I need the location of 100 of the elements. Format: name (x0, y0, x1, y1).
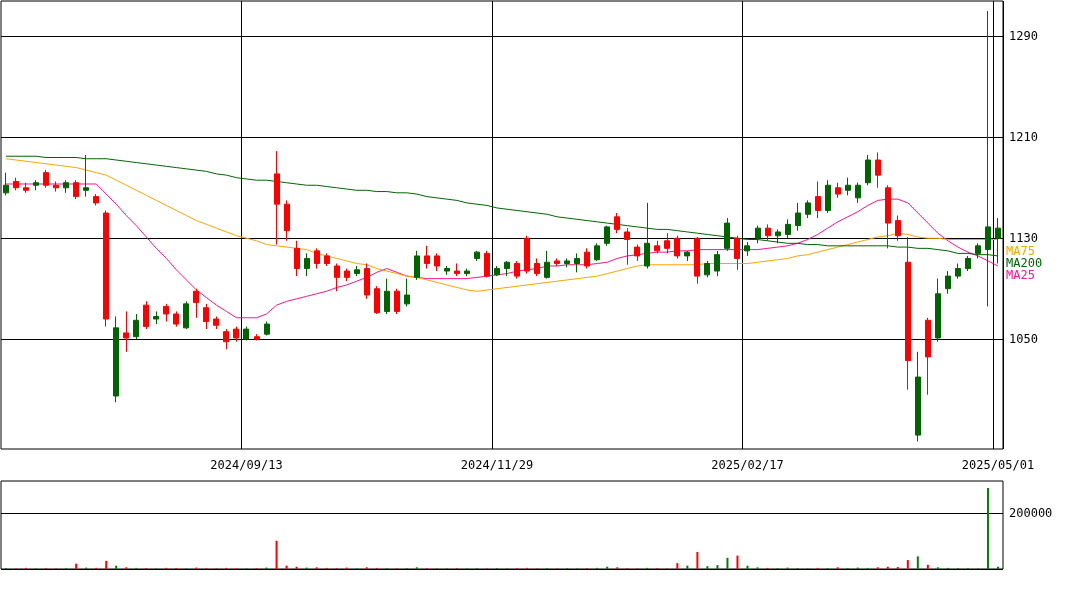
bar (275, 540, 278, 569)
candlestick (394, 288, 400, 315)
candlestick (885, 184, 891, 249)
candlestick (925, 317, 931, 396)
candlestick (744, 241, 750, 257)
candlestick (795, 202, 801, 232)
y-tick-label: 200000 (1009, 506, 1053, 521)
candlestick (374, 285, 380, 315)
candlestick (704, 260, 710, 278)
candlestick (544, 250, 550, 280)
candlestick (434, 252, 440, 272)
candlestick (33, 179, 39, 191)
bar (676, 563, 679, 569)
candlestick (805, 199, 811, 219)
candlestick (13, 177, 19, 191)
candlestick (354, 265, 360, 277)
candlestick (684, 250, 690, 262)
bar (716, 565, 719, 569)
candlestick (835, 182, 841, 199)
candlestick (815, 180, 821, 219)
candlestick (855, 182, 861, 204)
candlestick (755, 225, 761, 244)
candlestick (524, 235, 530, 275)
x-tick-label: 2024/09/13 (210, 458, 283, 472)
bar (75, 563, 78, 569)
bar (916, 556, 919, 569)
bar (105, 560, 108, 569)
candlestick (384, 278, 390, 315)
bar (906, 560, 909, 569)
bar (606, 566, 609, 569)
candlestick (664, 232, 670, 254)
candlestick (193, 288, 199, 319)
candlestick (344, 268, 350, 282)
y-tick-label: 1290 (1009, 29, 1038, 44)
candlestick (163, 303, 169, 323)
candlestick (414, 250, 420, 281)
candlestick (444, 265, 450, 276)
candlestick (765, 223, 771, 242)
candlestick (554, 257, 560, 267)
bar (295, 566, 298, 569)
candlestick (314, 247, 320, 270)
candlestick (304, 252, 310, 277)
bar (706, 566, 709, 569)
bar (926, 564, 929, 569)
line-series (5, 158, 999, 292)
candlestick (845, 177, 851, 196)
candlestick (945, 270, 951, 295)
candlestick (153, 310, 159, 325)
candlestick (604, 225, 610, 247)
candlestick (424, 245, 430, 270)
candlestick (233, 326, 239, 343)
candlestick (294, 240, 300, 277)
candlestick (243, 326, 249, 341)
candlestick (734, 235, 740, 271)
candlestick (484, 250, 490, 278)
candlestick (223, 328, 229, 350)
candlestick (103, 209, 109, 328)
candlestick (464, 268, 470, 277)
candlestick (43, 169, 49, 189)
candlestick (404, 278, 410, 307)
candlestick (254, 333, 260, 341)
y-tick-label: 1130 (1009, 231, 1038, 246)
bar (986, 487, 989, 569)
candlestick (173, 310, 179, 328)
candlestick (624, 227, 630, 266)
candlestick (775, 228, 781, 244)
candlestick (143, 300, 149, 330)
candlestick (364, 262, 370, 300)
candlestick (875, 151, 881, 189)
candlestick (474, 250, 480, 262)
candlestick (284, 199, 290, 242)
candlestick (785, 218, 791, 239)
candlestick (324, 252, 330, 267)
candlestick (123, 310, 129, 353)
candlestick (865, 154, 871, 186)
candlestick (965, 255, 971, 272)
bar (736, 555, 739, 569)
series-label: MA75 (1005, 244, 1035, 259)
candlestick (133, 313, 139, 340)
candlestick (274, 150, 280, 246)
candlestick (654, 240, 660, 254)
bar (996, 566, 999, 569)
candlestick (93, 193, 99, 206)
candlestick (674, 235, 680, 259)
x-tick-label: 2025/05/01 (961, 458, 1035, 472)
candlestick (724, 217, 730, 252)
line-series (5, 183, 999, 319)
candlestick (23, 182, 29, 194)
candlestick (825, 179, 831, 214)
candlestick (454, 262, 460, 277)
bar (886, 566, 889, 569)
bar (726, 557, 729, 569)
candlestick (334, 262, 340, 292)
candlestick (53, 180, 59, 193)
candlestick (634, 244, 640, 262)
series-label: MA25 (1005, 268, 1035, 283)
candlestick (594, 242, 600, 262)
candlestick (935, 278, 941, 343)
candlestick (584, 247, 590, 270)
candlestick (73, 179, 79, 200)
